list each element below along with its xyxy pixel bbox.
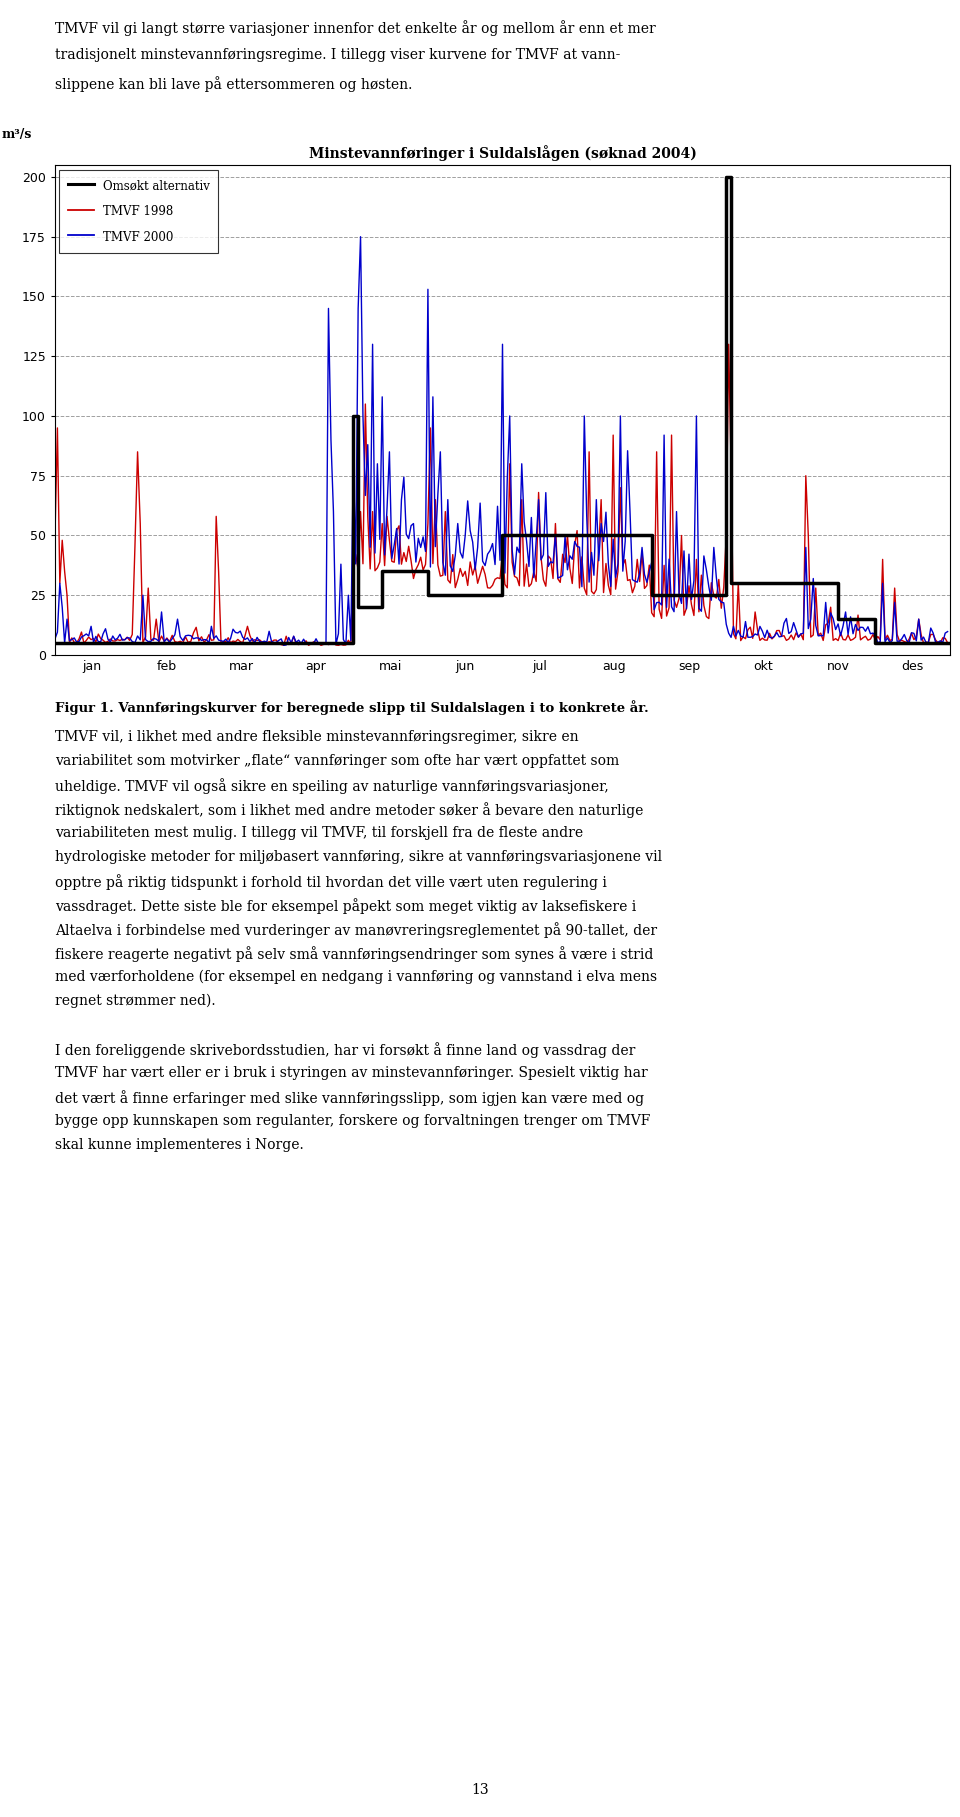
Text: skal kunne implementeres i Norge.: skal kunne implementeres i Norge. bbox=[55, 1137, 303, 1152]
Text: hydrologiske metoder for miljøbasert vannføring, sikre at vannføringsvariasjonen: hydrologiske metoder for miljøbasert van… bbox=[55, 850, 662, 865]
Text: TMVF har vært eller er i bruk i styringen av minstevannføringer. Spesielt viktig: TMVF har vært eller er i bruk i styringe… bbox=[55, 1067, 648, 1079]
Text: tradisjonelt minstevannføringsregime. I tillegg viser kurvene for TMVF at vann-: tradisjonelt minstevannføringsregime. I … bbox=[55, 47, 620, 62]
Text: Altaelva i forbindelse med vurderinger av manøvreringsreglementet på 90-tallet, : Altaelva i forbindelse med vurderinger a… bbox=[55, 921, 658, 938]
Text: regnet strømmer ned).: regnet strømmer ned). bbox=[55, 994, 216, 1008]
Text: Figur 1. Vannføringskurver for beregnede slipp til Suldalslagen i to konkrete år: Figur 1. Vannføringskurver for beregnede… bbox=[55, 700, 649, 714]
Legend: Omsøkt alternativ, TMVF 1998, TMVF 2000: Omsøkt alternativ, TMVF 1998, TMVF 2000 bbox=[60, 171, 218, 253]
Text: det vært å finne erfaringer med slike vannføringsslipp, som igjen kan være med o: det vært å finne erfaringer med slike va… bbox=[55, 1090, 644, 1107]
Text: TMVF vil gi langt større variasjoner innenfor det enkelte år og mellom år enn et: TMVF vil gi langt større variasjoner inn… bbox=[55, 20, 656, 36]
Text: riktignok nedskalert, som i likhet med andre metoder søker å bevare den naturlig: riktignok nedskalert, som i likhet med a… bbox=[55, 801, 643, 818]
Text: slippene kan bli lave på ettersommeren og høsten.: slippene kan bli lave på ettersommeren o… bbox=[55, 76, 413, 93]
Text: I den foreliggende skrivebordsstudien, har vi forsøkt å finne land og vassdrag d: I den foreliggende skrivebordsstudien, h… bbox=[55, 1041, 636, 1057]
Text: vassdraget. Dette siste ble for eksempel påpekt som meget viktig av laksefiskere: vassdraget. Dette siste ble for eksempel… bbox=[55, 898, 636, 914]
Text: variabilitet som motvirker „flate“ vannføringer som ofte har vært oppfattet som: variabilitet som motvirker „flate“ vannf… bbox=[55, 754, 619, 769]
Text: m³/s: m³/s bbox=[1, 127, 32, 140]
Title: Minstevannføringer i Suldalslågen (søknad 2004): Minstevannføringer i Suldalslågen (søkna… bbox=[308, 145, 696, 162]
Text: variabiliteten mest mulig. I tillegg vil TMVF, til forskjell fra de fleste andre: variabiliteten mest mulig. I tillegg vil… bbox=[55, 827, 583, 839]
Text: opptre på riktig tidspunkt i forhold til hvordan det ville vært uten regulering : opptre på riktig tidspunkt i forhold til… bbox=[55, 874, 607, 890]
Text: 13: 13 bbox=[471, 1782, 489, 1797]
Text: uheldige. TMVF vil også sikre en speiling av naturlige vannføringsvariasjoner,: uheldige. TMVF vil også sikre en speilin… bbox=[55, 778, 609, 794]
Text: bygge opp kunnskapen som regulanter, forskere og forvaltningen trenger om TMVF: bygge opp kunnskapen som regulanter, for… bbox=[55, 1114, 650, 1128]
Text: fiskere reagerte negativt på selv små vannføringsendringer som synes å være i st: fiskere reagerte negativt på selv små va… bbox=[55, 947, 654, 961]
Text: med værforholdene (for eksempel en nedgang i vannføring og vannstand i elva mens: med værforholdene (for eksempel en nedga… bbox=[55, 970, 658, 985]
Text: TMVF vil, i likhet med andre fleksible minstevannføringsregimer, sikre en: TMVF vil, i likhet med andre fleksible m… bbox=[55, 730, 579, 743]
